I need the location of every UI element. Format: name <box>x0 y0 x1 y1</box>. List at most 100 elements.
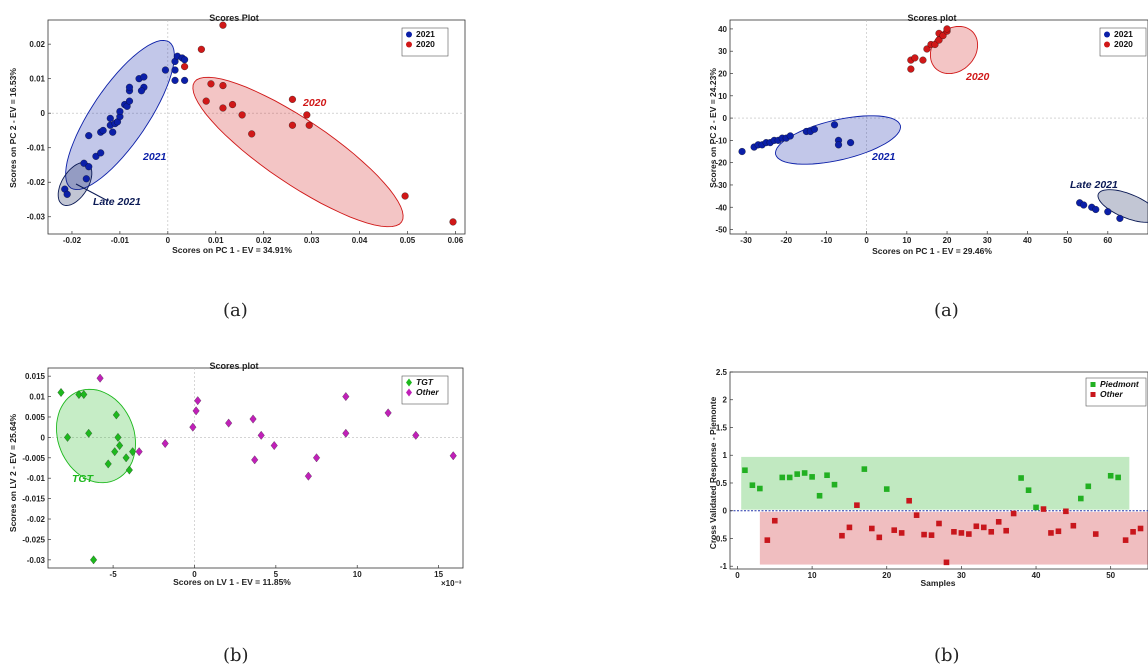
data-point-other <box>1040 506 1047 512</box>
caption-a-right: (a) <box>934 300 959 321</box>
data-point-2020 <box>939 32 947 40</box>
data-point-other <box>257 430 265 440</box>
data-point-tgt <box>85 428 93 438</box>
data-point-other <box>980 524 987 531</box>
x-tick-label: 60 <box>1103 236 1112 245</box>
x-axis-label: Scores on PC 1 - EV = 29.46% <box>872 246 992 256</box>
data-point-2020 <box>197 45 205 53</box>
y-tick-label: 0.015 <box>25 372 46 381</box>
data-point-other <box>898 530 905 536</box>
legend-box <box>1085 377 1147 407</box>
y-tick-label: 20 <box>718 70 727 79</box>
data-point-2021 <box>830 121 839 129</box>
data-point-2020 <box>303 111 311 119</box>
data-point-2020 <box>449 218 457 226</box>
data-point-piedmont <box>786 474 793 481</box>
legend-label-2020: 2020 <box>1114 39 1133 49</box>
data-point-other <box>1092 531 1099 537</box>
data-point-tgt <box>112 410 120 420</box>
chart-a-left: -0.02 -0.01 0 0.01 0.02 0.03 0.04 0.05 0.06 0.02 0… <box>8 13 466 255</box>
y-tick-label: -0.01 <box>27 144 46 153</box>
data-point-other <box>1048 530 1054 536</box>
y-tick-label: 0.02 <box>29 40 45 49</box>
data-point-2021 <box>125 97 134 105</box>
y-tick-label: -0.01 <box>27 474 46 483</box>
y-tick-label: 0.01 <box>29 393 45 402</box>
legend-marker <box>1104 41 1110 48</box>
data-point-other <box>973 523 980 530</box>
legend-marker <box>406 41 412 48</box>
data-point-2021 <box>80 159 88 167</box>
data-point-other <box>906 497 912 504</box>
data-point-other <box>876 534 883 541</box>
data-point-piedmont <box>883 486 890 492</box>
data-point-other <box>135 447 143 457</box>
data-point-other <box>304 471 312 481</box>
data-point-2021 <box>97 149 105 157</box>
plot-area <box>729 371 1148 570</box>
y-tick-label: 0.5 <box>716 479 728 488</box>
data-point-other <box>846 524 853 531</box>
data-point-other <box>1003 527 1009 534</box>
y-tick-label: 10 <box>718 92 727 101</box>
data-point-piedmont <box>1033 504 1039 511</box>
data-point-2020 <box>202 97 210 105</box>
data-point-other <box>966 531 972 537</box>
x-tick-label: 40 <box>1032 571 1041 580</box>
data-point-other <box>854 502 860 508</box>
x-tick-label: 10 <box>353 570 362 579</box>
legend-marker <box>1090 392 1096 397</box>
data-point-2021 <box>834 141 843 149</box>
x-exponent-label: ×10⁻³ <box>441 579 462 588</box>
y-tick-label: -50 <box>715 226 727 235</box>
data-point-piedmont <box>861 466 868 472</box>
data-point-piedmont <box>1085 483 1092 490</box>
data-point-2020 <box>907 65 915 73</box>
data-point-2021 <box>92 152 100 160</box>
data-point-other <box>1070 522 1077 529</box>
data-point-2021 <box>1116 214 1124 222</box>
legend-marker <box>1104 31 1110 38</box>
annotation-tgt: TGT <box>72 473 95 485</box>
data-point-other <box>96 373 104 383</box>
data-point-other <box>384 408 392 418</box>
data-point-2021 <box>786 132 794 140</box>
x-tick-label: 10 <box>902 236 911 245</box>
y-tick-label: -20 <box>715 159 727 168</box>
data-point-tgt <box>116 441 124 450</box>
y-tick-label: -0.02 <box>27 178 46 187</box>
data-point-2021 <box>181 56 189 64</box>
data-point-other <box>928 532 935 538</box>
chart-panel-b-left: -5 0 5 10 15 0.015 0.01 0.005 0 -0.005 -0.01 -0.015… <box>0 358 470 608</box>
chart-b-right: 0 10 20 30 40 50 2.5 2 1.5 1 0.5 0 -0.5 -1 Samples Cros… <box>708 368 1148 588</box>
data-point-piedmont <box>1078 495 1084 502</box>
data-point-2020 <box>931 40 939 49</box>
y-tick-label: 2 <box>723 396 728 405</box>
caption-b-right: (b) <box>934 645 960 666</box>
y-axis-label: Scores on PC 2 - EV = 16.53% <box>8 68 18 188</box>
ellipse-late-2021 <box>1097 189 1148 223</box>
y-tick-label: -0.025 <box>22 535 45 544</box>
data-point-2020 <box>401 192 409 200</box>
legend-label-2021: 2021 <box>1114 29 1133 39</box>
data-point-other <box>161 439 169 448</box>
data-point-2020 <box>207 80 215 88</box>
data-point-2021 <box>82 175 90 183</box>
legend-label-other: Other <box>1100 389 1123 399</box>
y-axis-label: Cross Validated Response - Piemonte <box>708 396 718 549</box>
data-point-2020 <box>219 21 227 29</box>
legend-label-2020: 2020 <box>416 39 435 49</box>
chart-b-left: -5 0 5 10 15 0.015 0.01 0.005 0 -0.005 -0.01 -0.015… <box>8 361 464 588</box>
data-point-other <box>913 512 920 518</box>
data-point-other <box>869 525 875 532</box>
y-tick-label: -0.03 <box>27 556 46 565</box>
data-point-other <box>988 529 995 535</box>
data-point-2021 <box>106 114 114 122</box>
x-tick-label: -0.01 <box>111 236 130 245</box>
data-point-2020 <box>181 63 189 71</box>
data-point-2021 <box>1104 208 1112 216</box>
data-point-other <box>251 455 259 465</box>
x-tick-label: 40 <box>1023 236 1032 245</box>
data-point-2020 <box>228 101 237 109</box>
caption-b-left: (b) <box>223 645 249 666</box>
